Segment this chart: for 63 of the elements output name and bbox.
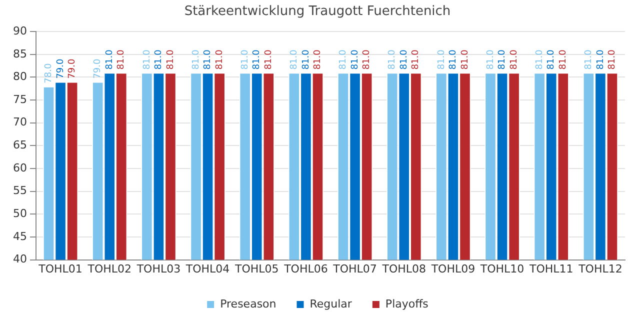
legend-label: Regular xyxy=(310,297,352,310)
data-label: 81.0 xyxy=(399,49,410,70)
y-tick-label: 60 xyxy=(12,161,27,174)
x-tick-label: TOHL11 xyxy=(528,262,574,276)
data-label: 81.0 xyxy=(362,49,372,70)
data-label: 81.0 xyxy=(142,49,152,70)
data-label: 81.0 xyxy=(546,49,557,70)
data-label: 78.0 xyxy=(44,63,54,84)
data-label: 81.0 xyxy=(290,49,300,70)
data-label: 81.0 xyxy=(509,49,520,70)
legend-label: Preseason xyxy=(220,297,276,310)
x-tick-label: TOHL02 xyxy=(86,262,132,276)
x-tick-label: TOHL09 xyxy=(430,262,476,276)
data-label: 81.0 xyxy=(154,49,164,70)
data-label: 79.0 xyxy=(93,58,104,79)
data-label: 81.0 xyxy=(608,49,618,70)
y-tick-label: 85 xyxy=(12,47,27,60)
data-label: 81.0 xyxy=(252,49,262,70)
x-tick-label: TOHL10 xyxy=(479,262,524,276)
data-label: 81.0 xyxy=(388,49,398,70)
data-label: 81.0 xyxy=(264,49,274,70)
data-label: 81.0 xyxy=(460,49,470,70)
data-label: 81.0 xyxy=(436,49,447,70)
chart-title: Stärkeentwicklung Traugott Fuerchtenich xyxy=(184,4,451,20)
x-tick-label: TOHL06 xyxy=(283,262,328,276)
data-label: 79.0 xyxy=(68,58,78,79)
data-label: 81.0 xyxy=(596,49,606,70)
data-label: 81.0 xyxy=(313,49,324,70)
data-label: 81.0 xyxy=(104,49,115,70)
data-label: 79.0 xyxy=(56,58,66,79)
y-tick-label: 70 xyxy=(12,116,27,129)
data-label: 81.0 xyxy=(166,49,176,70)
data-label: 81.0 xyxy=(116,49,127,70)
y-tick-label: 75 xyxy=(12,92,27,106)
x-tick-label: TOHL03 xyxy=(136,262,181,276)
data-label: 81.0 xyxy=(338,49,349,70)
x-tick-label: TOHL08 xyxy=(381,262,426,276)
data-label: 81.0 xyxy=(558,49,568,70)
y-tick-label: 50 xyxy=(12,207,27,220)
x-tick-label: TOHL05 xyxy=(234,262,279,276)
data-label: 81.0 xyxy=(448,49,459,70)
data-label: 81.0 xyxy=(240,49,250,70)
data-label: 81.0 xyxy=(214,49,225,70)
legend-label: Playoffs xyxy=(385,297,429,310)
y-tick-label: 65 xyxy=(12,138,27,152)
data-label: 81.0 xyxy=(486,49,496,70)
y-tick-label: 45 xyxy=(12,230,27,243)
x-tick-label: TOHL12 xyxy=(578,262,622,276)
data-label: 81.0 xyxy=(584,49,594,70)
y-tick-label: 40 xyxy=(12,252,27,266)
data-label: 81.0 xyxy=(534,49,545,70)
data-label: 81.0 xyxy=(301,49,312,70)
y-tick-label: 55 xyxy=(12,184,27,198)
data-label: 81.0 xyxy=(411,49,422,70)
data-label: 81.0 xyxy=(191,49,202,70)
data-label: 81.0 xyxy=(498,49,508,70)
x-tick-label: TOHL07 xyxy=(332,262,377,276)
y-tick-label: 80 xyxy=(12,70,27,84)
data-label: 81.0 xyxy=(350,49,360,70)
y-tick-label: 90 xyxy=(12,24,27,38)
x-tick-label: TOHL04 xyxy=(184,262,230,276)
x-tick-label: TOHL01 xyxy=(38,262,82,276)
data-label: 81.0 xyxy=(203,49,214,70)
